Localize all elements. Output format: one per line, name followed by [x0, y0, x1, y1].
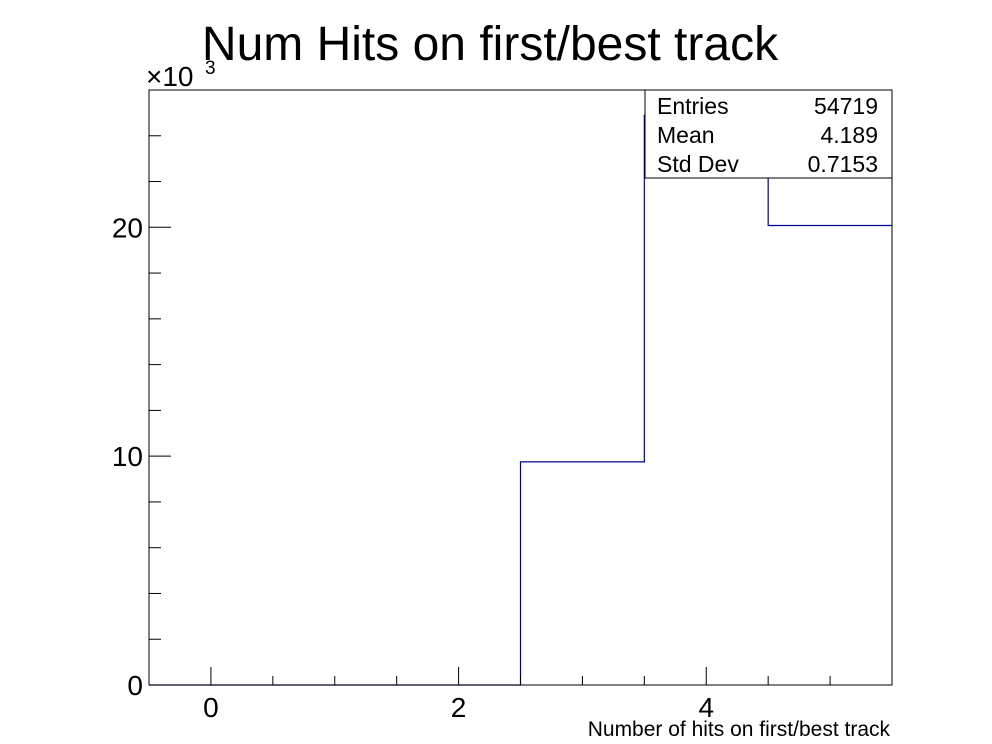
y-multiplier-base: ×10 — [146, 61, 194, 92]
x-tick-label: 0 — [203, 692, 219, 723]
y-tick-label: 10 — [112, 441, 143, 472]
stats-stddev-label: Std Dev — [657, 151, 739, 177]
chart-title: Num Hits on first/best track — [202, 18, 779, 71]
axis-layer: 0 2 4 0 10 20 — [112, 89, 831, 723]
stats-entries-value: 54719 — [814, 93, 878, 119]
y-axis-multiplier: ×10 3 — [146, 58, 216, 92]
y-tick-label: 0 — [127, 670, 143, 701]
y-multiplier-exponent: 3 — [205, 58, 216, 79]
x-tick-label: 4 — [698, 692, 714, 723]
x-tick-label: 2 — [451, 692, 467, 723]
stats-mean-label: Mean — [657, 122, 715, 148]
stats-entries-label: Entries — [657, 93, 729, 119]
stats-box-layer: Entries 54719 Mean 4.189 Std Dev 0.7153 — [644, 89, 893, 179]
y-tick-label: 20 — [112, 212, 143, 243]
stats-stddev-value: 0.7153 — [808, 151, 878, 177]
x-axis-label: Number of hits on first/best track — [588, 718, 891, 741]
stats-mean-value: 4.189 — [820, 122, 878, 148]
